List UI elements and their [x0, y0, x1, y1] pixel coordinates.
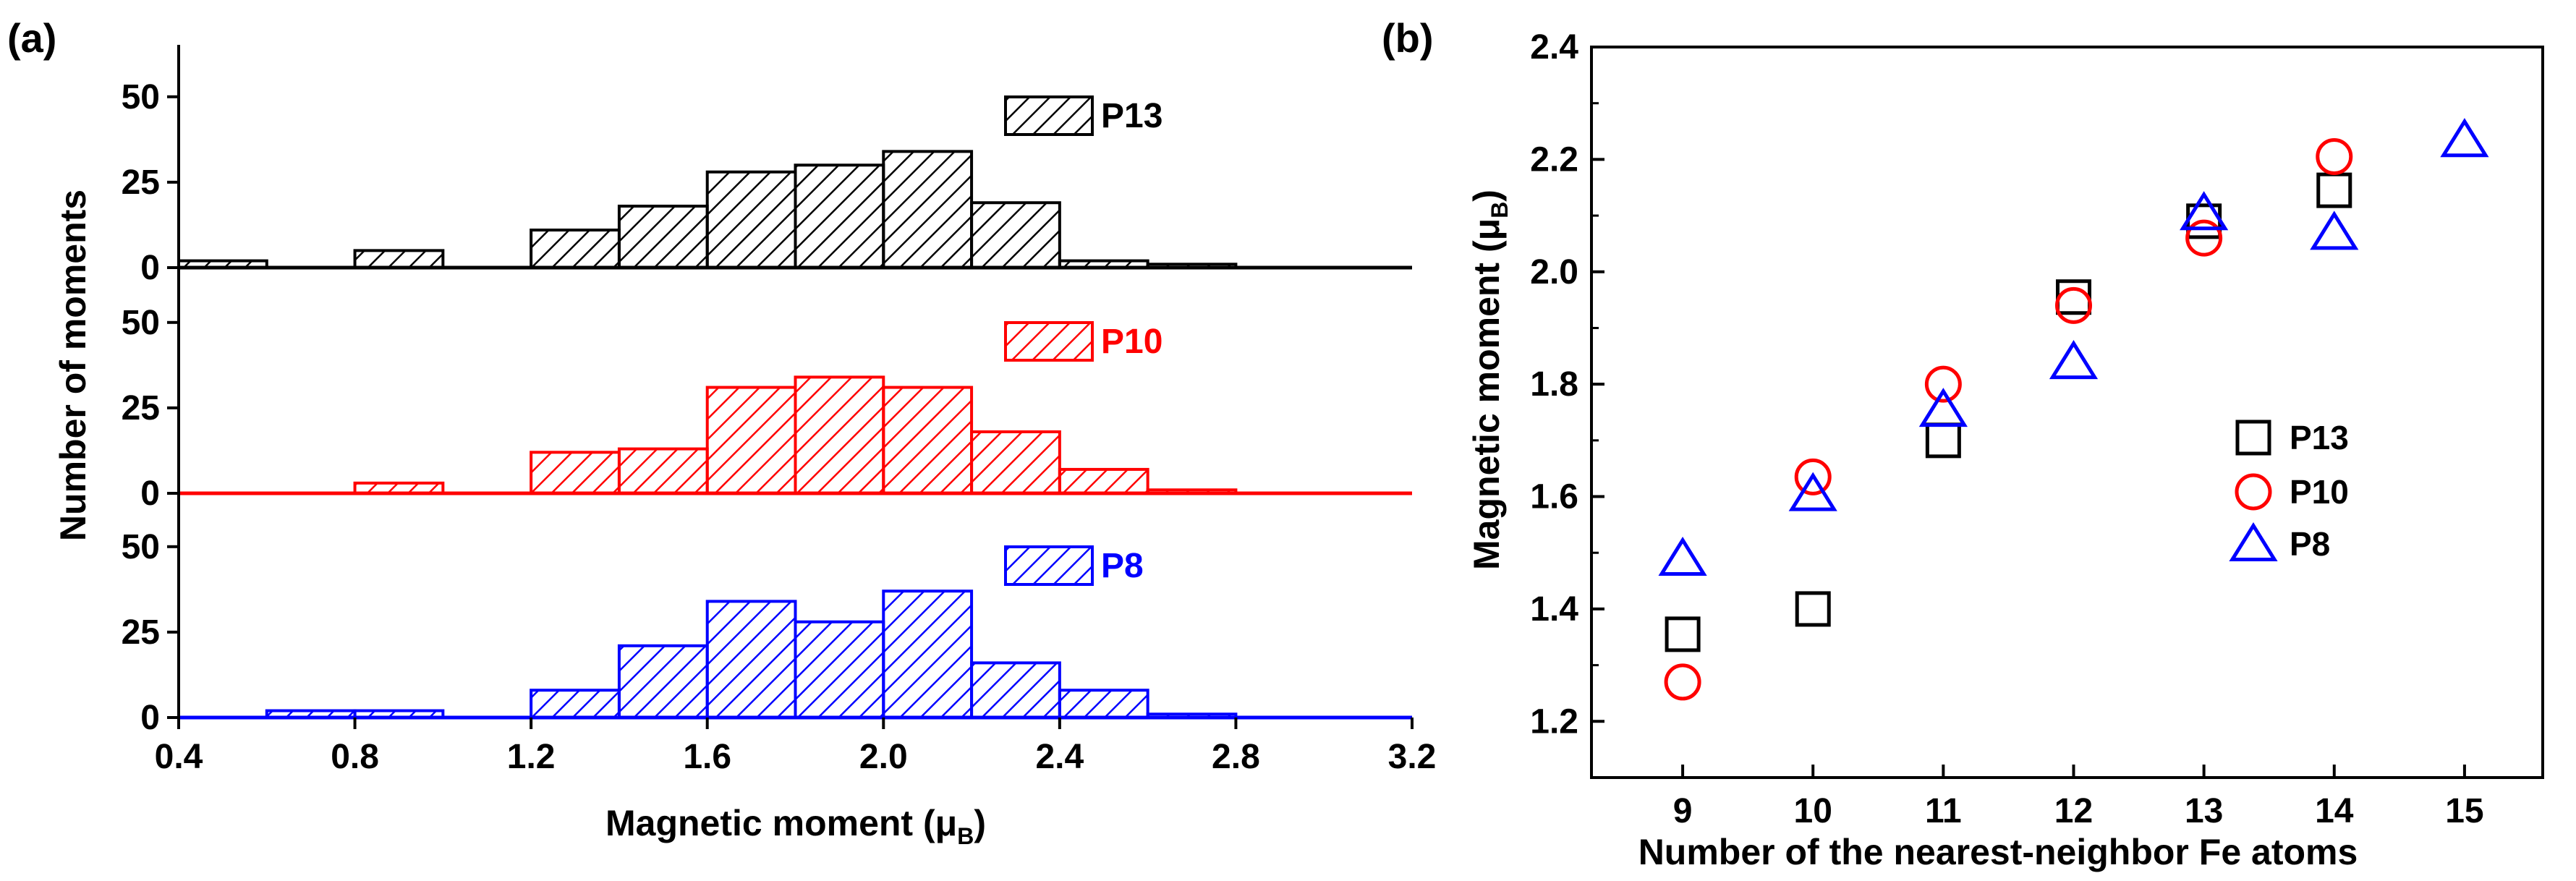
legend-swatch-P13 [1004, 95, 1094, 136]
point-P13 [2056, 279, 2092, 315]
x-tick-label: 14 [2315, 792, 2354, 830]
series-P10 [1664, 138, 2353, 701]
bar-P13 [353, 249, 445, 269]
bar-P10 [530, 451, 621, 495]
bar-P8 [970, 661, 1061, 720]
point-P10 [2316, 138, 2353, 175]
legend-swatch-P10 [1004, 321, 1094, 362]
x-tick-label: 2.4 [1035, 738, 1084, 776]
bar-P8 [794, 620, 885, 719]
bar-P13 [882, 150, 974, 269]
panel-a-ylabel: Number of moments [53, 190, 93, 541]
bar-P8 [882, 590, 974, 720]
panel-a-xlabel: Magnetic moment (μB) [605, 803, 986, 849]
y-tick-label: 2.4 [1530, 28, 1578, 67]
point-P8 [2440, 118, 2489, 158]
panel-b-xlabel: Number of the nearest-neighbor Fe atoms [1638, 832, 2358, 872]
point-P13 [2316, 172, 2352, 208]
x-tick-label: 3.2 [1388, 738, 1437, 776]
bar-P8 [530, 689, 621, 720]
x-tick-label: 1.2 [507, 738, 556, 776]
y-tick-label: 0 [140, 699, 160, 737]
bar-P13 [970, 201, 1061, 270]
legend-label-P8: P8 [2290, 525, 2330, 563]
point-P8 [1658, 536, 1707, 576]
x-tick-label: 13 [2185, 792, 2223, 830]
panel-a-histograms: (a) Number of moments Magnetic moment (μ… [7, 15, 1436, 849]
bar-P10 [1058, 467, 1149, 495]
point-P10 [1794, 458, 1832, 495]
x-tick-label: 0.4 [155, 738, 203, 776]
bar-P13 [617, 204, 709, 269]
series-P13 [1665, 172, 2352, 652]
y-tick-label: 1.4 [1530, 590, 1578, 629]
legend-swatch-P8 [1004, 545, 1094, 586]
panel-b-label: (b) [1382, 15, 1434, 61]
legend-marker-P13 [2235, 420, 2271, 456]
y-tick-label: 2.2 [1530, 140, 1578, 179]
bar-P13 [794, 163, 885, 269]
y-tick-label: 50 [122, 78, 160, 116]
panel-b-scatter: (b) Magnetic moment (μB) Number of the n… [1382, 15, 2544, 872]
legend-label-P13: P13 [1101, 97, 1162, 135]
legend-marker-P8 [2229, 522, 2278, 562]
point-P10 [1664, 663, 1701, 701]
y-tick-label: 0 [140, 249, 160, 287]
y-tick-label: 2.0 [1530, 253, 1578, 291]
bar-P10 [617, 447, 709, 495]
legend-label-P10: P10 [2290, 473, 2349, 511]
y-tick-label: 25 [122, 163, 160, 202]
point-P13 [1795, 591, 1831, 627]
y-tick-label: 50 [122, 528, 160, 566]
x-tick-label: 2.0 [859, 738, 908, 776]
bar-P8 [705, 600, 797, 720]
histogram-P8: 0 25 50 P8 [122, 528, 1412, 737]
histogram-P10: 0 25 50 P10 [122, 304, 1412, 513]
bar-P10 [705, 386, 797, 495]
legend-label-P10: P10 [1101, 323, 1162, 361]
point-P10 [2055, 286, 2093, 324]
x-tick-label: 12 [2054, 792, 2093, 830]
y-tick-label: 1.2 [1530, 702, 1578, 741]
legend-label-P13: P13 [2290, 419, 2349, 456]
x-tick-label: 15 [2445, 792, 2483, 830]
bar-P10 [882, 386, 974, 495]
x-tick-label: 2.8 [1212, 738, 1260, 776]
point-P8 [2180, 191, 2229, 231]
series-P8 [1658, 118, 2489, 576]
panel-b-frame [1590, 46, 2544, 779]
bar-P13 [705, 170, 797, 269]
point-P8 [1788, 472, 1837, 511]
legend-label-P8: P8 [1101, 547, 1144, 585]
point-P13 [1925, 422, 1961, 459]
y-tick-label: 25 [122, 389, 160, 427]
x-tick-label: 11 [1925, 792, 1962, 830]
x-tick-label: 10 [1794, 792, 1832, 830]
x-tick-label: 0.8 [331, 738, 379, 776]
point-P10 [2185, 219, 2223, 257]
y-tick-label: 1.8 [1530, 365, 1578, 404]
y-tick-label: 1.6 [1530, 478, 1578, 516]
x-tick-label: 1.6 [683, 738, 731, 776]
histogram-P13: 0 25 50 P13 [122, 78, 1412, 287]
bar-P8 [1058, 689, 1149, 720]
point-P8 [1918, 388, 1968, 427]
point-P10 [1924, 365, 1962, 403]
x-tick-label: 9 [1673, 792, 1693, 830]
point-P8 [2049, 340, 2099, 380]
y-tick-label: 50 [122, 304, 160, 342]
bar-P8 [617, 644, 709, 719]
point-P13 [1665, 616, 1701, 652]
panel-a-label: (a) [7, 15, 56, 61]
bar-P10 [970, 430, 1061, 495]
y-tick-label: 25 [122, 613, 160, 652]
legend-marker-P10 [2235, 473, 2272, 511]
bar-P13 [530, 229, 621, 270]
panel-b-ylabel: Magnetic moment (μB) [1466, 190, 1513, 570]
y-tick-label: 0 [140, 474, 160, 513]
bar-P10 [794, 375, 885, 495]
point-P8 [2310, 210, 2359, 250]
